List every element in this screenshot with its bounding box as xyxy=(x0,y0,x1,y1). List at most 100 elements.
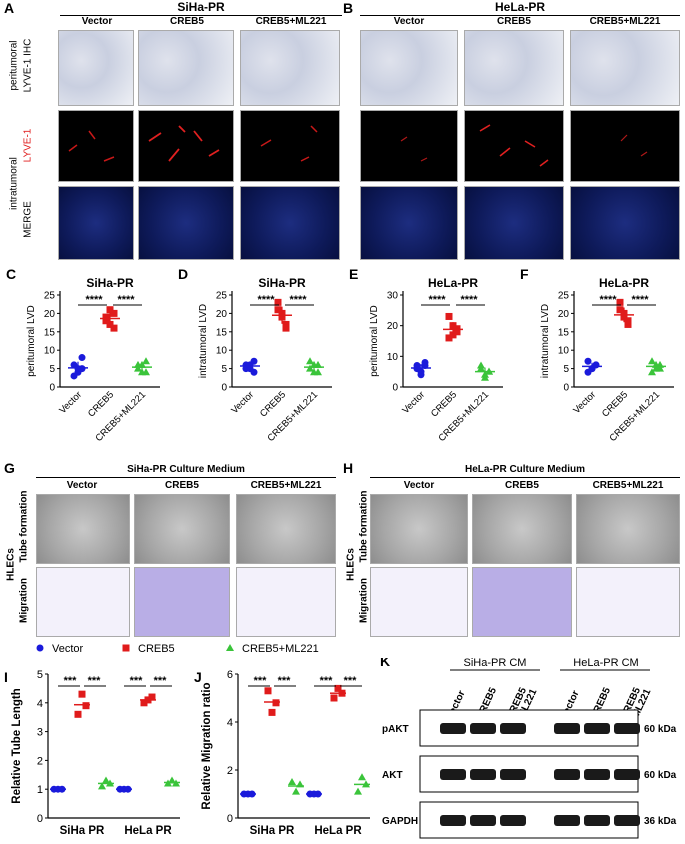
ihc-hela-vector xyxy=(360,30,458,106)
chart-C-title: SiHa-PR xyxy=(86,276,134,290)
h-tube-label: Tube formation xyxy=(358,490,370,563)
chart-J-sig-label: *** xyxy=(254,675,268,687)
chart-E-sig-label: **** xyxy=(460,294,478,306)
chart-C-ytick-label: 10 xyxy=(44,346,56,357)
k-group2-label: HeLa-PR CM xyxy=(573,658,638,669)
chart-C-point xyxy=(110,324,118,332)
chart-C-ytick-label: 20 xyxy=(44,309,56,320)
k-band xyxy=(614,815,640,826)
chart-E-point xyxy=(445,334,453,342)
chart-F-title: HeLa-PR xyxy=(599,276,649,290)
g-migration-label: Migration xyxy=(18,578,30,623)
chart-C-xtick-label: Vector xyxy=(57,389,84,416)
k-band xyxy=(584,723,610,734)
chart-C-ytick-label: 0 xyxy=(49,383,55,394)
chart-C-ytick-label: 5 xyxy=(49,364,55,375)
legend-label: Vector xyxy=(52,643,84,655)
chart-I-point xyxy=(148,693,156,701)
k-band xyxy=(470,769,496,780)
h-col-vector: Vector xyxy=(403,480,435,491)
chart-E-point xyxy=(445,312,453,320)
panel-k-letter: K xyxy=(380,658,390,669)
migration-siha-ml221 xyxy=(236,567,336,637)
chart-D-ytick-label: 25 xyxy=(216,291,228,302)
chart-D-sig-label: **** xyxy=(257,294,275,306)
chart-I-sig-label: *** xyxy=(130,675,144,687)
k-row-label: GAPDH xyxy=(382,816,418,827)
panel-g-title: SiHa-PR Culture Medium xyxy=(127,464,245,475)
lyve-siha-vector xyxy=(58,110,134,182)
chart-D-point xyxy=(306,364,314,372)
chart-F-point xyxy=(656,364,664,372)
chart-F-point xyxy=(616,306,624,314)
panel-a-letter: A xyxy=(4,0,15,16)
legend-label: CREB5+ML221 xyxy=(242,643,319,655)
lyve-siha-creb5 xyxy=(138,110,234,182)
chart-C-point xyxy=(142,368,150,376)
chart-J-ytick-label: 0 xyxy=(227,813,233,825)
charts-i-j: Vector CREB5 CREB5+ML221 I 0 1 2 3 4 5 Relative Tu… xyxy=(4,643,370,837)
chart-D-point xyxy=(314,368,322,376)
chart-I-ytick-label: 2 xyxy=(37,755,43,767)
chart-F-sig-label: **** xyxy=(599,294,617,306)
h-col-creb5: CREB5 xyxy=(505,480,539,491)
k-row-label: AKT xyxy=(382,770,403,781)
migration-hela-ml221 xyxy=(576,567,680,637)
k-band xyxy=(554,769,580,780)
legend-marker-0 xyxy=(36,644,44,652)
chart-E-sig-label: **** xyxy=(428,294,446,306)
panel-i-letter: I xyxy=(4,669,8,685)
chart-C-point xyxy=(106,306,114,314)
chart-I-point xyxy=(82,702,90,710)
chart-F-ylabel: intratumoral LVD xyxy=(540,304,551,378)
chart-C-point xyxy=(102,317,110,325)
chart-F-point xyxy=(616,298,624,306)
chart-C-point xyxy=(78,354,86,362)
k-band xyxy=(584,769,610,780)
migration-siha-vector xyxy=(36,567,130,637)
chart-D-ytick-label: 0 xyxy=(221,383,227,394)
chart-C-point xyxy=(110,309,118,317)
chart-D-point xyxy=(306,357,314,365)
chart-I-ytick-label: 4 xyxy=(37,698,43,710)
k-band xyxy=(554,723,580,734)
chart-J-point xyxy=(264,687,272,695)
chart-C-ytick-label: 25 xyxy=(44,291,56,302)
chart-J-point xyxy=(358,773,366,781)
panel-b-letter: B xyxy=(343,0,354,16)
k-band xyxy=(500,723,526,734)
panel-h-letter: H xyxy=(343,460,354,476)
panel-f-letter: F xyxy=(520,266,529,282)
chart-J-xtick-label: HeLa PR xyxy=(314,825,362,837)
chart-D-point xyxy=(274,306,282,314)
merge-siha-vector xyxy=(58,186,134,260)
chart-I-point xyxy=(78,690,86,698)
chart-I-xtick-label: SiHa PR xyxy=(60,825,105,837)
chart-D-sig-label: **** xyxy=(289,294,307,306)
chart-I-ytick-label: 5 xyxy=(37,669,43,681)
a-col-ml221: CREB5+ML221 xyxy=(255,16,327,27)
ihc-siha-vector xyxy=(58,30,134,106)
merge-siha-ml221 xyxy=(240,186,340,260)
chart-C-sig-label: **** xyxy=(117,294,135,306)
chart-I-xtick-label: HeLa PR xyxy=(124,825,172,837)
chart-F-xtick-label: CREB5 xyxy=(600,389,630,419)
chart-D-ytick-label: 10 xyxy=(216,346,228,357)
chart-F-ytick-label: 10 xyxy=(558,346,570,357)
chart-F-point xyxy=(584,357,592,365)
tube-siha-creb5 xyxy=(134,494,230,564)
chart-E-point xyxy=(477,364,485,372)
tube-hela-ml221 xyxy=(576,494,680,564)
k-band xyxy=(584,815,610,826)
panel-b-bar xyxy=(360,15,680,16)
chart-E-point xyxy=(417,371,425,379)
panel-a-bar xyxy=(60,15,342,16)
chart-J-point xyxy=(354,787,362,795)
chart-J-xtick-label: SiHa PR xyxy=(250,825,295,837)
k-kda-label: 60 kDa xyxy=(644,724,677,735)
b-col-ml221: CREB5+ML221 xyxy=(589,16,661,27)
chart-F-point xyxy=(648,357,656,365)
chart-F-ytick-label: 5 xyxy=(563,364,569,375)
chart-D-ylabel: intratumoral LVD xyxy=(198,304,209,378)
g-col-ml221: CREB5+ML221 xyxy=(250,480,322,491)
